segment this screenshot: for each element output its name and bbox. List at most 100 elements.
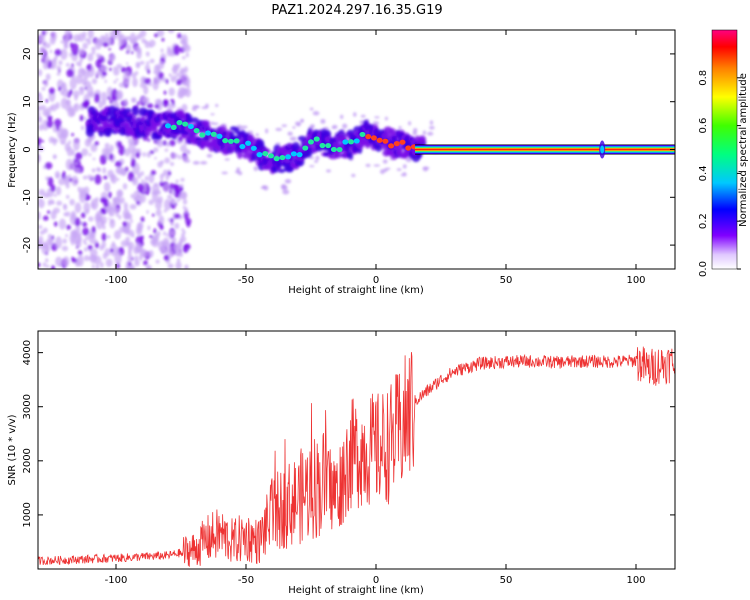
spectrogram-noise-blob bbox=[70, 210, 77, 221]
spectrogram-noise-blob bbox=[185, 52, 189, 58]
spectrogram-noise-blob bbox=[183, 210, 190, 221]
spectrogram-noise-blob bbox=[63, 203, 67, 209]
spectrogram-noise-blob bbox=[48, 237, 54, 246]
spectrogram-noise-blob bbox=[111, 241, 115, 247]
spectrogram-noise-blob bbox=[101, 147, 110, 156]
spectrogram-noise-blob bbox=[148, 199, 154, 206]
spectrogram-noise-blob bbox=[118, 226, 126, 233]
spectrogram-noise-blob bbox=[50, 184, 56, 192]
spectrogram-noise-blob bbox=[88, 153, 92, 157]
spectrogram-noise-blob bbox=[181, 228, 185, 232]
spectrogram-noise-blob bbox=[101, 208, 106, 213]
spectrogram-noise-blob bbox=[179, 184, 184, 188]
spectrogram-noise-blob bbox=[86, 64, 92, 70]
spectrogram-noise-blob bbox=[263, 185, 269, 191]
spectrogram-noise-blob bbox=[165, 78, 169, 84]
spectrogram-noise-blob bbox=[181, 103, 188, 112]
spectrogram-noise-blob bbox=[47, 199, 55, 205]
spectrogram-noise-blob bbox=[163, 90, 167, 95]
spectrogram-noise-blob bbox=[131, 72, 137, 79]
spectrogram-noise-blob bbox=[167, 194, 173, 199]
spectrogram-noise-blob bbox=[176, 258, 181, 263]
spectrogram-noise-blob bbox=[98, 53, 102, 59]
spectrogram-noise-blob bbox=[412, 130, 418, 136]
spectrogram-noise-blob bbox=[101, 240, 107, 249]
spectrogram-noise-blob bbox=[45, 258, 49, 263]
spectrogram-noise-blob bbox=[380, 169, 385, 175]
spectrogram-noise-blob bbox=[113, 102, 120, 108]
spectrogram-noise-blob bbox=[56, 65, 62, 72]
spectrogram-noise-blob bbox=[147, 69, 151, 74]
spectrogram-noise-blob bbox=[56, 126, 60, 131]
spectrogram-noise-blob bbox=[206, 153, 213, 158]
spectrogram-noise-blob bbox=[427, 131, 434, 136]
spectrogram-noise-blob bbox=[61, 83, 66, 89]
spectrogram-noise-blob bbox=[116, 63, 123, 69]
spectrogram-ridge-core bbox=[279, 154, 286, 161]
spectrogram-noise-blob bbox=[215, 103, 219, 108]
spectrogram-noise-blob bbox=[69, 89, 73, 96]
spectrogram-noise-blob bbox=[171, 237, 177, 243]
spectrogram-noise-blob bbox=[210, 113, 215, 116]
spectrogram-noise-blob bbox=[408, 121, 412, 126]
spectrogram-noise-blob bbox=[164, 148, 169, 152]
spectrogram-noise-blob bbox=[79, 57, 83, 64]
snr-x-tick-label: 100 bbox=[626, 575, 645, 586]
snr-y-label: SNR (10 * v/v) bbox=[7, 414, 18, 485]
spectrogram-noise-blob bbox=[156, 230, 161, 237]
spectrogram-noise-blob bbox=[360, 114, 366, 118]
spectrogram-x-tick-label: -50 bbox=[238, 275, 254, 286]
spectrogram-noise-blob bbox=[56, 200, 63, 206]
spectrogram-noise-blob bbox=[178, 154, 182, 160]
spectrogram-noise-blob bbox=[178, 74, 186, 80]
spectrogram-noise-blob bbox=[100, 91, 108, 103]
spectrogram-noise-blob bbox=[91, 78, 98, 85]
spectrogram-noise-blob bbox=[172, 65, 177, 69]
spectrogram-noise-blob bbox=[91, 264, 95, 269]
snr-x-tick-label: 0 bbox=[373, 575, 379, 586]
spectrogram-ridge-core bbox=[273, 156, 280, 162]
spectrogram-noise-blob bbox=[169, 189, 172, 194]
spectrogram-ridge-blob bbox=[190, 117, 199, 124]
spectrogram-noise-blob bbox=[170, 204, 176, 210]
spectrogram-noise-blob bbox=[168, 73, 172, 78]
spectrogram-noise-blob bbox=[134, 259, 140, 267]
spectrogram-noise-blob bbox=[79, 114, 84, 121]
spectrogram-noise-blob bbox=[212, 122, 219, 125]
spectrogram-noise-blob bbox=[74, 217, 81, 227]
spectrogram-noise-blob bbox=[118, 82, 126, 88]
spectrogram-noise-blob bbox=[353, 112, 357, 117]
spectrogram-noise-blob bbox=[153, 147, 159, 153]
spectrogram-noise-blob bbox=[125, 62, 129, 65]
spectrogram-noise-blob bbox=[91, 46, 96, 53]
spectrogram-noise-blob bbox=[143, 105, 146, 108]
spectrogram-noise-blob bbox=[241, 125, 248, 129]
spectrogram-noise-blob bbox=[148, 82, 152, 87]
spectrogram-ridge-core bbox=[330, 146, 337, 153]
spectrogram-noise-blob bbox=[54, 118, 62, 128]
spectrogram-noise-blob bbox=[114, 160, 122, 168]
spectrogram-noise-blob bbox=[145, 51, 150, 57]
spectrogram-ridge-core bbox=[285, 154, 292, 160]
spectrogram-noise-blob bbox=[78, 48, 85, 55]
spectrogram-noise-blob bbox=[187, 149, 191, 155]
spectrogram-noise-blob bbox=[91, 51, 96, 55]
colorbar-tick-label: 0.0 bbox=[698, 261, 709, 277]
spectrogram-noise-blob bbox=[55, 256, 63, 267]
spectrogram-noise-blob bbox=[73, 104, 77, 109]
spectrogram-noise-blob bbox=[42, 215, 49, 221]
spectrogram-noise-blob bbox=[136, 33, 143, 40]
spectrogram-noise-blob bbox=[81, 148, 89, 157]
spectrogram-noise-blob bbox=[43, 192, 50, 199]
spectrogram-noise-blob bbox=[102, 167, 107, 174]
spectrogram-noise-blob bbox=[58, 177, 65, 186]
spectrogram-noise-blob bbox=[73, 34, 81, 42]
spectrogram-noise-blob bbox=[275, 127, 283, 131]
spectrogram-noise-blob bbox=[136, 200, 140, 205]
spectrogram-noise-blob bbox=[160, 48, 164, 53]
spectrogram-noise-blob bbox=[71, 42, 79, 56]
spectrogram-noise-blob bbox=[99, 154, 107, 165]
spectrogram-noise-blob bbox=[80, 125, 85, 131]
snr-y-tick-label: 3000 bbox=[22, 394, 33, 419]
spectrogram-ridge-core bbox=[393, 141, 400, 147]
